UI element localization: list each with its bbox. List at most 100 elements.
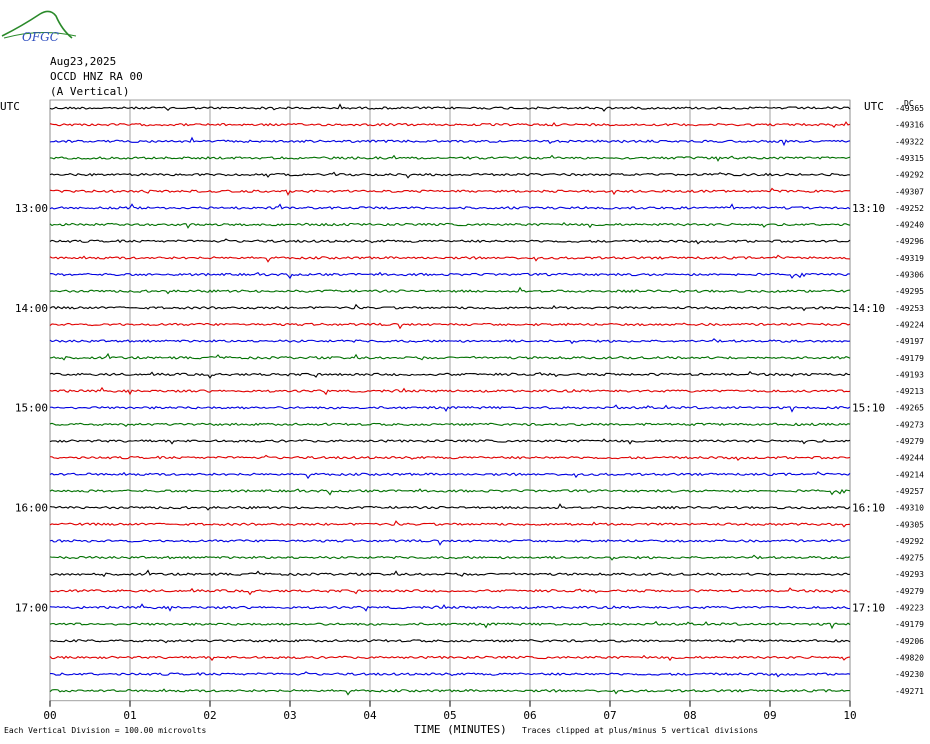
right-time-label: 17:10 [852,602,885,615]
trace-line [49,221,851,229]
dc-label: DC [904,99,914,108]
left-time-label: 16:00 [15,502,48,515]
trace-line [49,121,851,128]
trace-line [49,422,851,427]
trace-line [49,569,851,578]
scale-footnote: Each Vertical Division = 100.00 microvol… [4,726,206,735]
utc-left-label: UTC [0,100,20,113]
trace-line [49,203,851,210]
dc-offset-label: -49193 [895,370,924,379]
trace-line [49,638,851,644]
x-tick-label: 08 [683,709,696,722]
trace-line [49,438,851,445]
dc-offset-label: -49292 [895,171,924,180]
x-tick-label: 10 [843,709,856,722]
dc-offset-label: -49206 [895,637,924,646]
clip-footnote: Traces clipped at plus/minus 5 vertical … [522,726,758,735]
left-time-label: 17:00 [15,602,48,615]
dc-offset-label: -49307 [895,187,924,196]
dc-offset-label: -49253 [895,304,924,313]
dc-offset-label: -49295 [895,287,924,296]
dc-offset-label: -49230 [895,670,924,679]
dc-offset-label: -49820 [895,653,924,662]
dc-offset-label: -49271 [895,687,924,696]
trace-line [49,386,851,396]
trace-line [49,103,851,112]
dc-offset-label: -49365 [895,104,924,113]
trace-line [49,688,851,696]
dc-offset-label: -49244 [895,454,924,463]
trace-line [49,520,851,528]
dc-offset-label: -49214 [895,470,924,479]
trace-line [49,254,851,263]
dc-offset-label: -49310 [895,504,924,513]
ofgc-logo: OFGC [1,10,77,44]
dc-offset-label: -49279 [895,587,924,596]
x-tick-label: 00 [43,709,56,722]
dc-offset-label: -49273 [895,420,924,429]
right-time-label: 14:10 [852,302,885,315]
dc-offset-label: -49223 [895,604,924,613]
trace-line [49,671,851,678]
left-time-label: 14:00 [15,302,48,315]
trace-line [49,503,851,511]
plot-date: Aug23,2025 [50,55,117,68]
dc-offset-label: -49179 [895,620,924,629]
trace-line [49,404,851,413]
left-time-label: 15:00 [15,402,48,415]
trace-line [49,322,851,330]
dc-offset-label: -49292 [895,537,924,546]
trace-line [49,352,851,361]
dc-offset-label: -49296 [895,237,924,246]
dc-offset-label: -49213 [895,387,924,396]
dc-offset-label: -49305 [895,520,924,529]
dc-offset-label: -49315 [895,154,924,163]
trace-line [49,454,851,461]
dc-offset-label: -49316 [895,121,924,130]
trace-line [49,654,851,662]
dc-offset-label: -49275 [895,554,924,563]
x-tick-label: 06 [523,709,536,722]
station-code: OCCD HNZ RA 00 [50,70,143,83]
dc-offset-label: -49279 [895,437,924,446]
right-time-label: 15:10 [852,402,885,415]
trace-line [49,338,851,345]
component-label: (A Vertical) [50,85,130,98]
trace-line [49,554,851,561]
x-tick-label: 04 [363,709,377,722]
x-tick-label: 03 [283,709,296,722]
x-tick-label: 02 [203,709,216,722]
trace-line [49,154,851,162]
trace-line [49,603,851,612]
x-tick-label: 07 [603,709,616,722]
trace-line [49,187,851,197]
trace-line [49,303,851,312]
trace-line [49,238,851,245]
logo-text: OFGC [22,30,59,44]
dc-offset-label: -49252 [895,204,924,213]
trace-line [49,538,851,546]
trace-line [49,587,851,596]
dc-offset-label: -49179 [895,354,924,363]
dc-offset-label: -49197 [895,337,924,346]
left-time-label: 13:00 [15,202,48,215]
x-tick-label: 05 [443,709,456,722]
trace-line [49,620,851,630]
trace-line [49,271,851,280]
dc-offset-label: -49322 [895,137,924,146]
dc-offset-label: -49306 [895,271,924,280]
trace-line [49,136,851,147]
trace-line [49,370,851,379]
dc-offset-label: -49293 [895,570,924,579]
dc-offset-label: -49319 [895,254,924,263]
trace-line [49,286,851,295]
trace-line [49,488,851,496]
x-axis-label: TIME (MINUTES) [414,723,507,736]
trace-line [49,171,851,179]
trace-line [49,471,851,480]
dc-offset-label: -49257 [895,487,924,496]
x-tick-label: 09 [763,709,776,722]
right-time-label: 13:10 [852,202,885,215]
dc-offset-label: -49224 [895,320,924,329]
